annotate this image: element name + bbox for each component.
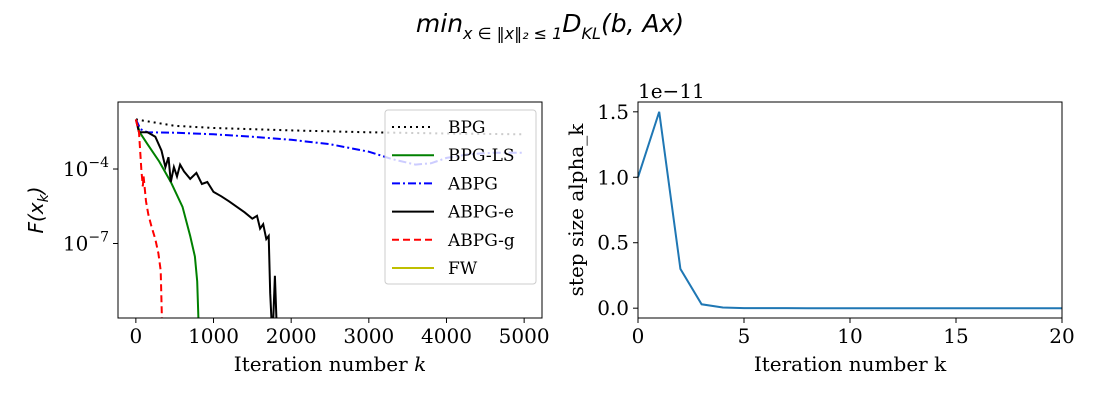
figure-title: minx ∈ ‖x‖₂ ≤ 1DKL(b, Ax): [416, 9, 684, 43]
legend-item-fw: FW: [392, 259, 478, 279]
legend-item-abpg: ABPG: [392, 174, 498, 194]
series-line-abpg-e: [134, 119, 278, 318]
legend-item-abpg-g: ABPG-g: [392, 231, 515, 251]
y-tick-label: 1.0: [597, 165, 629, 189]
series-lines-group: [637, 111, 1062, 310]
series-line-bpg-ls: [134, 119, 200, 318]
legend-label: ABPG-g: [447, 231, 515, 251]
x-tick-label: 10: [837, 324, 862, 348]
series-line-step-size: [637, 111, 1062, 310]
x-tick-label: 20: [1049, 324, 1074, 348]
series-lines-group: [134, 118, 525, 318]
x-tick-label: 3000: [343, 324, 394, 348]
plot-frame: [637, 101, 1063, 319]
y-ticks: 10−4 10−7: [63, 155, 118, 256]
legend-item-bpg: BPG: [392, 118, 486, 138]
y-tick-label: 0.5: [597, 231, 629, 255]
x-axis-label: Iteration number k: [234, 352, 426, 376]
y-tick-label: 0.0: [597, 296, 629, 320]
x-tick-label: 0: [632, 324, 645, 348]
x-tick-label: 4000: [421, 324, 472, 348]
x-tick-label: 5: [738, 324, 751, 348]
x-tick-label: 15: [943, 324, 968, 348]
x-tick-label: 0: [129, 324, 142, 348]
x-tick-label: 1000: [188, 324, 239, 348]
x-tick-label: 5000: [499, 324, 550, 348]
y-axis-label: step size alpha_k: [564, 123, 588, 297]
y-tick-label: 1.5: [597, 100, 629, 124]
y-offset-text: 1e−11: [638, 79, 705, 103]
x-ticks: 0 1000 2000 3000 4000 5000: [129, 318, 550, 348]
series-line-abpg: [134, 118, 525, 166]
y-axis-label: F(xk): [24, 186, 52, 233]
legend-label: BPG-LS: [448, 146, 515, 166]
y-ticks: 0.0 0.5 1.0 1.5: [597, 100, 638, 320]
legend-label: ABPG-e: [447, 203, 514, 223]
y-tick-label: 10−4: [63, 155, 109, 181]
legend: BPG BPG-LS ABPG ABPG-e ABPG-g FW: [384, 109, 537, 285]
x-tick-label: 2000: [266, 324, 317, 348]
plot-frame: [117, 101, 543, 319]
legend-label: BPG: [448, 118, 486, 138]
step-size-chart: 0 5 10 15 20 0.0 0.5 1.0 1.5 1e−11 Iteration nu…: [564, 79, 1075, 376]
legend-label: FW: [448, 259, 478, 279]
legend-item-bpg-ls: BPG-LS: [392, 146, 515, 166]
convergence-chart: 0 1000 2000 3000 4000 5000 10−4 10−7 Iteration…: [24, 101, 550, 376]
legend-item-abpg-e: ABPG-e: [392, 203, 514, 223]
y-tick-label: 10−7: [63, 230, 109, 256]
legend-box: [384, 109, 537, 285]
legend-label: ABPG: [447, 174, 498, 194]
x-axis-label: Iteration number k: [754, 352, 947, 376]
x-ticks: 0 5 10 15 20: [632, 318, 1075, 348]
series-line-abpg-g: [134, 119, 163, 318]
